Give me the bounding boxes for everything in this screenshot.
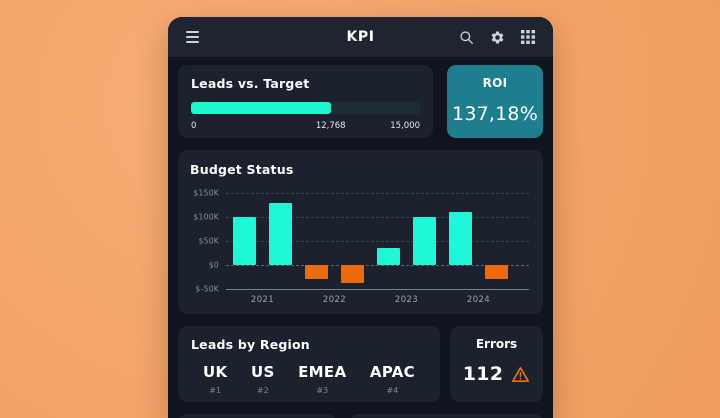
chart-y-axis: $150K $100K $50K $0 $-50K <box>190 189 226 294</box>
errors-card: Errors 112 <box>450 326 543 402</box>
y-axis-tick-label: $150K <box>193 188 219 198</box>
region-name: EMEA <box>298 363 347 381</box>
chart-gridline <box>226 193 529 194</box>
y-axis-tick-label: $100K <box>193 212 219 222</box>
region-rank: #2 <box>256 386 269 395</box>
errors-card-title: Errors <box>475 337 518 351</box>
app-bar: KPI <box>168 17 553 57</box>
next-row-partial <box>178 414 543 418</box>
roi-card-title: ROI <box>482 76 508 90</box>
chart-plot-area: 2021 2022 2023 2024 <box>226 193 531 305</box>
region-item-emea: EMEA #3 <box>298 363 346 395</box>
budget-bar-chart: $150K $100K $50K $0 $-50K 2021 2022 2023 2024 <box>190 189 531 305</box>
grid-apps-icon[interactable] <box>519 28 537 47</box>
warning-icon <box>511 365 530 384</box>
menu-icon[interactable] <box>184 29 201 44</box>
leads-progress-fill <box>191 102 331 114</box>
region-rank: #4 <box>386 386 399 395</box>
chart-bar-2022-bar-a <box>305 265 328 280</box>
leads-progress-labels: 0 12,768 15,000 <box>191 121 420 132</box>
roi-value: 137,18% <box>452 103 538 125</box>
x-axis-tick-label: 2022 <box>322 295 347 305</box>
region-item-us: US #2 <box>251 363 275 395</box>
gear-icon[interactable] <box>488 28 507 47</box>
chart-bar-2021-bar-a <box>233 217 256 265</box>
regions-card-title: Leads by Region <box>191 337 310 352</box>
budget-status-card: Budget Status $150K $100K $50K $0 $-50K 2021… <box>178 150 543 314</box>
region-name: US <box>250 363 275 381</box>
chart-bar-2023-bar-b <box>413 217 436 265</box>
y-axis-tick-label: $0 <box>208 260 219 270</box>
leads-vs-target-card: Leads vs. Target 0 12,768 15,000 <box>178 65 433 138</box>
leads-by-region-card: Leads by Region UK #1 US #2 EMEA #3 APAC #4 <box>178 326 440 402</box>
chart-bar-2021-bar-b <box>269 202 292 265</box>
region-rank: #1 <box>209 386 222 395</box>
partial-card <box>178 414 336 418</box>
x-axis-tick-label: 2023 <box>394 295 419 305</box>
chart-bar-2023-bar-a <box>377 248 400 265</box>
x-axis-tick-label: 2024 <box>466 295 491 305</box>
errors-value-row: 112 <box>463 363 531 385</box>
chart-gridline <box>226 289 529 290</box>
partial-card <box>350 414 543 418</box>
y-axis-tick-label: $50K <box>198 236 219 246</box>
chart-bar-2024-bar-a <box>449 212 472 265</box>
search-icon[interactable] <box>457 28 476 47</box>
x-axis-tick-label: 2021 <box>250 295 275 305</box>
chart-gridline <box>226 265 529 266</box>
progress-max-label: 15,000 <box>390 121 420 131</box>
chart-bar-2022-bar-b <box>341 265 364 284</box>
y-axis-tick-label: $-50K <box>195 284 219 294</box>
leads-progress-bar <box>191 102 420 114</box>
region-name: UK <box>203 363 228 381</box>
region-name: APAC <box>369 363 415 381</box>
chart-gridline <box>226 241 529 242</box>
chart-gridline <box>226 217 529 218</box>
region-item-apac: APAC #4 <box>370 363 415 395</box>
leads-card-title: Leads vs. Target <box>191 76 310 91</box>
errors-count: 112 <box>462 363 504 385</box>
roi-card: ROI 137,18% <box>447 65 543 138</box>
budget-card-title: Budget Status <box>190 162 294 177</box>
appbar-actions <box>457 28 537 47</box>
progress-min-label: 0 <box>191 121 197 131</box>
chart-bar-2024-bar-b <box>485 265 508 280</box>
progress-current-label: 12,768 <box>315 121 346 131</box>
app-window: KPI Lea <box>168 17 553 418</box>
region-item-uk: UK #1 <box>203 363 227 395</box>
region-list: UK #1 US #2 EMEA #3 APAC #4 <box>191 363 427 395</box>
region-rank: #3 <box>316 386 329 395</box>
